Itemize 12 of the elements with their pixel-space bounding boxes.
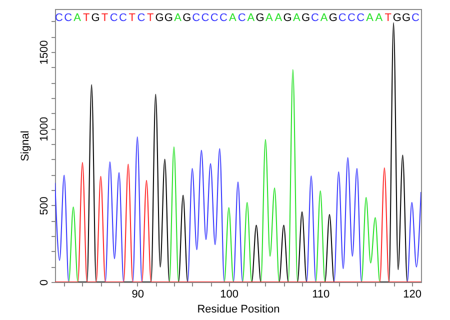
y-axis-title: Signal [20, 130, 32, 162]
y-tick-label: 1000 [38, 116, 50, 142]
x-tick-label: 110 [312, 288, 330, 300]
x-axis-title: Residue Position [197, 304, 280, 316]
y-tick-label: 1500 [38, 40, 50, 65]
x-tick-label: 120 [403, 288, 422, 300]
line-series [55, 162, 421, 282]
y-tick-label: 0 [38, 279, 50, 286]
x-tick-label: 90 [132, 288, 144, 300]
x-tick-label: 100 [220, 288, 239, 300]
line-series [55, 136, 421, 282]
y-tick-label: 500 [38, 196, 50, 215]
